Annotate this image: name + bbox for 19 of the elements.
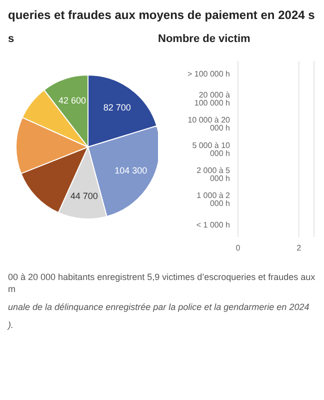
chart-title: Nombre de victim [158,33,252,47]
x-tick-label: 0 [236,244,241,253]
text: 00 à 20 000 habitants enregistrent 5,9 victimes d’escroqueries et fraudes aux m [8,271,316,295]
data-label: 42 600 [58,96,86,106]
y-tick-label: 20 000 à 100 000 h [194,90,231,108]
y-tick-label: 1 000 à 2 000 h [196,191,231,208]
data-label: 82 700 [103,102,131,113]
chart-title: queries et fraudes aux moyens de paiement en 2024 s [8,8,316,23]
text: ). [8,319,14,331]
y-tick-label: > 100 000 h [188,69,230,78]
chart-subtitle: s [8,33,16,47]
y-tick-label: 2 000 à 5 000 h [196,166,231,183]
data-label: 104 300 [114,166,148,176]
y-tick-label: 10 000 à 20 000 h [188,116,231,133]
data-label: 44 700 [70,190,98,201]
text: unale de la délinquance enregistrée par la police et la gendarmerie en 2024 [8,301,310,313]
x-tick-label: 2 [296,244,302,253]
y-tick-label: 5 000 à 10 000 h [192,140,231,158]
y-tick-label: < 1 000 h [196,220,230,230]
